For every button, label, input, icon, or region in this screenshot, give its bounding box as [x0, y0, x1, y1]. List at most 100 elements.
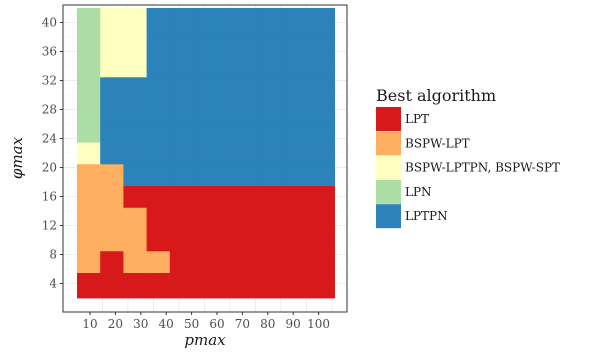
heatmap-cell	[77, 98, 101, 121]
heatmap-cell	[123, 8, 148, 34]
heatmap-cell	[100, 120, 124, 143]
heatmap-cell	[216, 142, 240, 165]
heatmap-cell	[169, 98, 194, 121]
heatmap-cell	[309, 98, 335, 121]
y-axis-ticks: 4 8 12 16 20 24 28 32 36 40	[42, 16, 63, 291]
heatmap-cell	[146, 76, 171, 100]
y-tick-label: 24	[42, 132, 58, 146]
heatmap-cell	[216, 185, 240, 208]
heatmap-cell	[193, 207, 217, 230]
legend: Best algorithm LPT BSPW-LPT BSPW-LPTPN, BS…	[376, 86, 560, 229]
heatmap-cell	[100, 98, 124, 121]
heatmap-cell	[216, 163, 240, 187]
heatmap-cell	[285, 98, 310, 121]
heatmap-cell	[193, 250, 217, 274]
x-axis-ticks: 10 20 30 40 50 60 70 80 90 100	[82, 312, 330, 331]
heatmap-cell	[193, 98, 217, 121]
heatmap-cell	[239, 33, 264, 56]
heatmap-cell	[77, 120, 101, 143]
y-tick-label: 28	[42, 103, 57, 117]
heatmap-cell	[77, 229, 101, 252]
legend-label: LPN	[405, 185, 432, 199]
heatmap-cell	[285, 207, 310, 230]
y-tick-label: 4	[49, 277, 57, 291]
heatmap-cell	[216, 250, 240, 274]
heatmap-cell	[77, 76, 101, 100]
heatmap-cell	[239, 250, 264, 274]
heatmap-cell	[285, 55, 310, 78]
x-tick-label: 40	[159, 317, 174, 331]
legend-swatch	[376, 107, 401, 131]
heatmap-cell	[100, 269, 124, 299]
heatmap-cell	[239, 76, 264, 100]
heatmap-cell	[239, 207, 264, 230]
heatmap-cell	[169, 185, 194, 208]
heatmap-cell	[285, 76, 310, 100]
heatmap-cell	[77, 163, 101, 187]
heatmap-cell	[309, 250, 335, 274]
heatmap-cell	[216, 8, 240, 34]
heatmap-cell	[169, 76, 194, 100]
x-tick-label: 60	[209, 317, 224, 331]
legend-label: BSPW-LPTPN, BSPW-SPT	[405, 161, 560, 175]
legend-items: LPT BSPW-LPT BSPW-LPTPN, BSPW-SPT LPN LPTPN	[376, 107, 560, 229]
heatmap-cell	[100, 33, 124, 56]
heatmap-cell	[285, 229, 310, 252]
x-tick-label: 70	[235, 317, 250, 331]
heatmap-cell	[285, 142, 310, 165]
heatmap-cell	[262, 120, 287, 143]
heatmap-cell	[239, 229, 264, 252]
heatmap-cell	[239, 120, 264, 143]
heatmap-cell	[169, 207, 194, 230]
heatmap-cell	[262, 250, 287, 274]
heatmap-cell	[285, 269, 310, 299]
y-axis-title: φmax	[8, 136, 26, 179]
heatmap-cell	[309, 142, 335, 165]
heatmap-cell	[285, 33, 310, 56]
heatmap-cell	[309, 33, 335, 56]
heatmap-cell	[123, 185, 148, 208]
heatmap-cell	[100, 229, 124, 252]
heatmap-cell	[146, 185, 171, 208]
heatmap-cell	[285, 8, 310, 34]
x-tick-label: 30	[133, 317, 148, 331]
heatmap-cell	[169, 269, 194, 299]
heatmap-cell	[239, 269, 264, 299]
heatmap-cell	[285, 250, 310, 274]
heatmap-cell	[100, 76, 124, 100]
x-tick-label: 90	[286, 317, 301, 331]
heatmap-cell	[146, 163, 171, 187]
heatmap-cell	[169, 250, 194, 274]
heatmap-cell	[146, 55, 171, 78]
heatmap-cell	[146, 8, 171, 34]
heatmap-cell	[169, 55, 194, 78]
heatmap-cells	[77, 8, 335, 299]
x-tick-label: 100	[307, 317, 330, 331]
heatmap-cell	[123, 76, 148, 100]
heatmap-cell	[239, 142, 264, 165]
heatmap-cell	[262, 76, 287, 100]
heatmap-cell	[262, 55, 287, 78]
heatmap-cell	[146, 269, 171, 299]
heatmap-cell	[193, 55, 217, 78]
heatmap-cell	[216, 55, 240, 78]
heatmap-cell	[77, 250, 101, 274]
heatmap-cell	[146, 250, 171, 274]
heatmap-cell	[146, 207, 171, 230]
heatmap-cell	[193, 142, 217, 165]
heatmap-cell	[262, 229, 287, 252]
heatmap-cell	[216, 229, 240, 252]
heatmap-cell	[77, 55, 101, 78]
heatmap-cell	[77, 269, 101, 299]
heatmap-cell	[262, 269, 287, 299]
heatmap-cell	[77, 207, 101, 230]
heatmap-cell	[309, 207, 335, 230]
heatmap-cell	[193, 8, 217, 34]
heatmap-cell	[169, 229, 194, 252]
heatmap-cell	[193, 185, 217, 208]
heatmap-cell	[77, 142, 101, 165]
x-tick-label: 10	[82, 317, 97, 331]
heatmap-cell	[123, 269, 148, 299]
legend-label: LPT	[405, 112, 429, 126]
x-tick-label: 20	[108, 317, 123, 331]
